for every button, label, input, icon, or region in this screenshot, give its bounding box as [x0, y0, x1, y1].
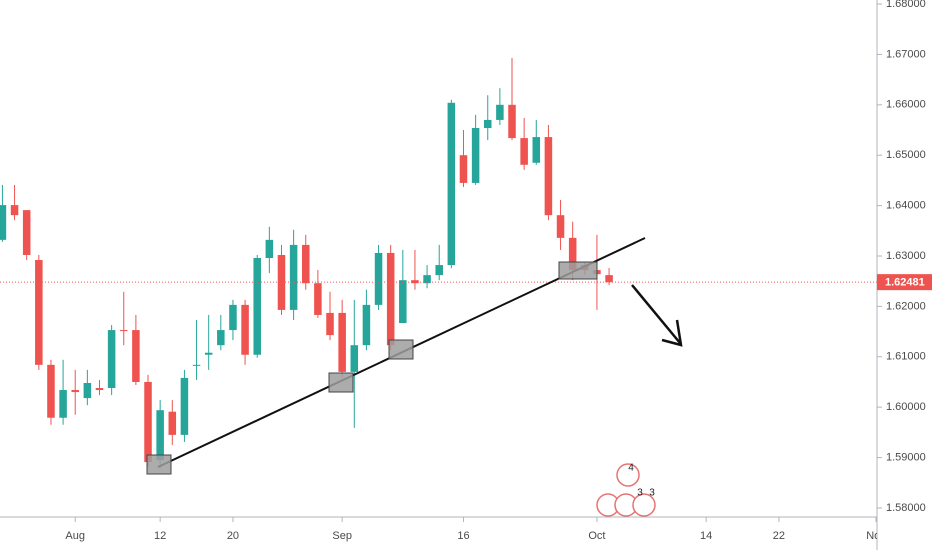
candle-body	[35, 260, 43, 365]
candle-body	[156, 410, 164, 461]
candle-body	[496, 104, 504, 120]
candle-body	[83, 382, 92, 399]
candle-body	[459, 155, 468, 183]
candle-body	[241, 304, 249, 355]
x-tick-label: 14	[700, 530, 712, 542]
badge	[616, 463, 640, 487]
candle-body	[447, 102, 456, 266]
badge-count: 3	[649, 488, 655, 499]
highlight-box	[328, 372, 354, 393]
candle-body	[314, 283, 322, 315]
candle-body	[204, 352, 213, 355]
candle-body	[289, 244, 298, 310]
highlight-box	[388, 339, 414, 360]
badge-count: 3	[637, 488, 643, 499]
candle-body	[338, 312, 346, 372]
y-tick-label: 1.60000	[886, 401, 926, 413]
candle-body	[119, 330, 128, 332]
y-tick-label: 1.61000	[886, 351, 926, 363]
event-badges: 4 3 3	[596, 463, 656, 517]
candle-body	[192, 364, 201, 366]
y-tick-label: 1.66000	[886, 99, 926, 111]
highlight-box	[558, 261, 598, 280]
drawings	[146, 237, 683, 475]
y-tick-label: 1.68000	[886, 0, 926, 10]
candle-body	[556, 215, 565, 238]
y-tick-label: 1.65000	[886, 149, 926, 161]
plot	[0, 57, 877, 469]
candle-body	[471, 127, 480, 183]
candle-body	[483, 119, 492, 128]
candle-body	[71, 390, 79, 393]
arrow-head	[661, 319, 683, 347]
y-tick-label: 1.64000	[886, 200, 926, 212]
candle-body	[520, 138, 528, 165]
candle-body	[386, 252, 395, 346]
candle-body	[265, 239, 274, 259]
candle-body	[399, 280, 407, 324]
candle-body	[532, 137, 541, 163]
candle-body	[362, 304, 371, 346]
x-tick-label: 20	[227, 530, 239, 542]
y-tick-label: 1.67000	[886, 48, 926, 60]
candle-body	[435, 265, 443, 276]
candle-body	[374, 252, 383, 305]
candle-body	[423, 275, 431, 284]
last-price-tag	[877, 274, 932, 291]
candle-body	[301, 244, 310, 284]
x-tick-label: 16	[457, 530, 469, 542]
candle-body	[326, 312, 334, 336]
candle-body	[95, 388, 104, 391]
badge-count: 4	[628, 463, 634, 474]
candle-body	[277, 254, 286, 310]
x-tick-label: 22	[773, 530, 785, 542]
candle-body	[605, 275, 613, 283]
last-price-label: 1.62481	[885, 277, 925, 289]
x-axis: Aug 12 20 Sep 16 Oct 14 22 Nov	[65, 517, 886, 542]
y-tick-label: 1.63000	[886, 250, 926, 262]
y-tick-label: 1.62000	[886, 300, 926, 312]
candle-body	[22, 210, 31, 255]
candle-body	[144, 381, 152, 463]
candle-body	[544, 137, 553, 216]
y-tick-label: 1.58000	[886, 502, 926, 514]
x-tick-label: Oct	[588, 530, 605, 542]
candle-body	[47, 364, 55, 418]
y-tick-label: 1.59000	[886, 451, 926, 463]
candle-body	[508, 104, 516, 139]
candle-body	[168, 411, 177, 435]
x-tick-label: Nov	[866, 530, 886, 542]
candle-body	[132, 330, 140, 382]
candle-body	[10, 205, 19, 216]
candle-body	[59, 390, 67, 418]
candle-body	[568, 237, 577, 271]
badge	[632, 493, 656, 517]
candle-body	[253, 258, 261, 355]
arrow-shaft	[631, 284, 681, 344]
x-tick-label: 12	[154, 530, 166, 542]
candle-body	[0, 205, 7, 240]
x-tick-label: Sep	[332, 530, 352, 542]
highlight-box	[146, 454, 172, 475]
candle-body	[107, 330, 116, 389]
candle-body	[180, 377, 189, 435]
candle-body	[350, 345, 359, 372]
x-tick-label: Aug	[65, 530, 85, 542]
candle-body	[217, 330, 225, 346]
candle-body	[229, 304, 237, 331]
